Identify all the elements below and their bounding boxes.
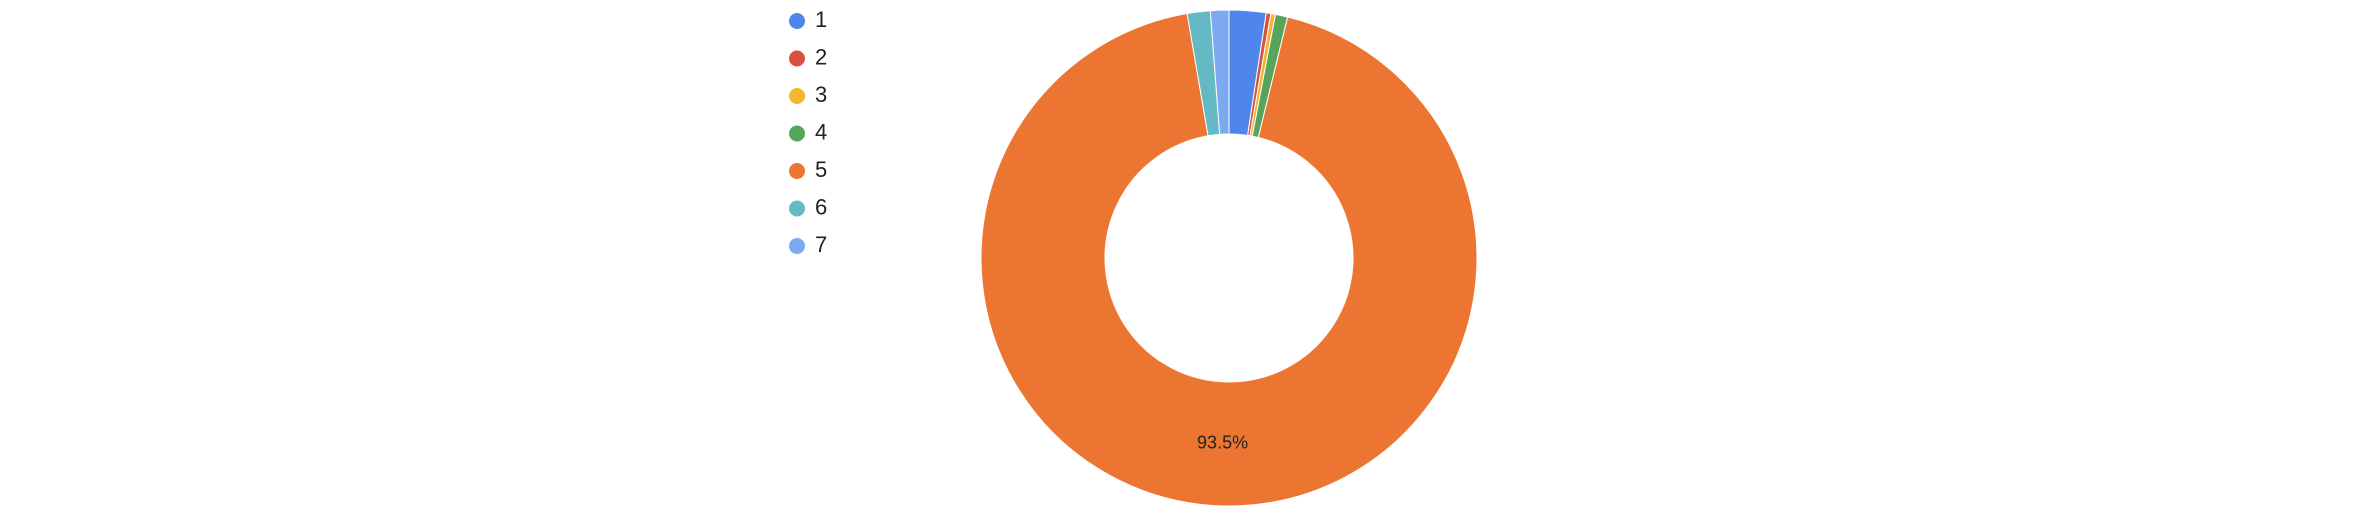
legend-marker	[789, 50, 805, 67]
legend-label: 4	[815, 119, 827, 144]
donut-slice	[1209, 9, 1230, 135]
slice-label: 93.5%	[1197, 433, 1248, 453]
legend-marker	[789, 238, 805, 254]
legend-label: 3	[815, 82, 827, 107]
legend-label: 5	[815, 157, 827, 182]
legend-label: 6	[815, 194, 827, 219]
donut-slice	[980, 12, 1478, 507]
legend-marker	[789, 125, 805, 142]
legend-marker	[789, 163, 805, 179]
legend-label: 1	[815, 7, 827, 32]
legend-marker	[789, 13, 805, 29]
legend-label: 7	[815, 232, 827, 257]
legend-label: 2	[815, 44, 827, 69]
legend-marker	[789, 88, 805, 104]
legend-marker	[789, 200, 805, 217]
